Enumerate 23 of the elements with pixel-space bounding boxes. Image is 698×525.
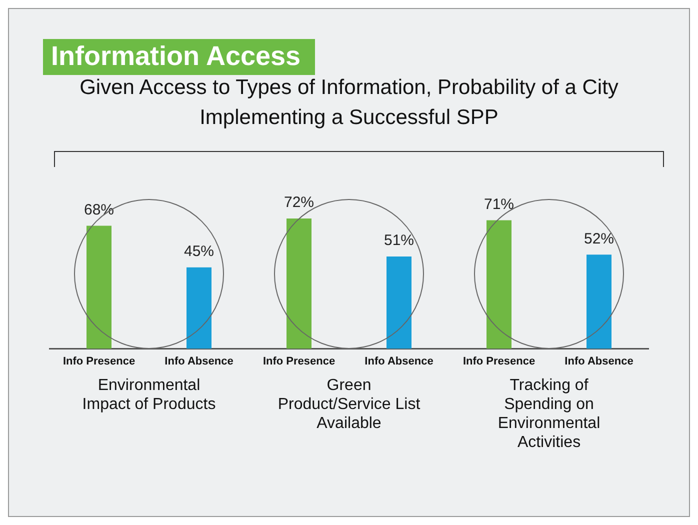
data-label: 52% <box>584 230 614 248</box>
x-tick-label: Info Presence <box>462 355 536 368</box>
x-tick-label: Info Presence <box>62 355 136 368</box>
data-label: 71% <box>484 196 514 213</box>
data-label: 45% <box>184 242 214 260</box>
text: Tracking of Spending on Environmental Activities <box>496 376 602 453</box>
chart-subtitle: Given Access to Types of Information, Probability of a City Implementing a Successful SPP <box>79 75 619 131</box>
bar <box>586 254 612 349</box>
x-tick-label: Info Absence <box>564 355 634 368</box>
text: Environmental Impact of Products <box>81 376 217 415</box>
x-tick-label: Info Presence <box>262 355 336 368</box>
bar <box>386 256 412 349</box>
chart-title: Information Access <box>43 39 315 75</box>
x-tick-label: Info Absence <box>164 355 234 368</box>
data-label: 68% <box>84 201 114 218</box>
x-tick-label: Info Absence <box>364 355 434 368</box>
bar <box>286 218 312 349</box>
data-label: 51% <box>384 232 414 250</box>
bar <box>186 267 212 349</box>
data-label: 72% <box>284 194 314 212</box>
text: Green Product/Service List Available <box>276 376 422 434</box>
bar <box>486 220 512 349</box>
bar <box>86 226 112 349</box>
